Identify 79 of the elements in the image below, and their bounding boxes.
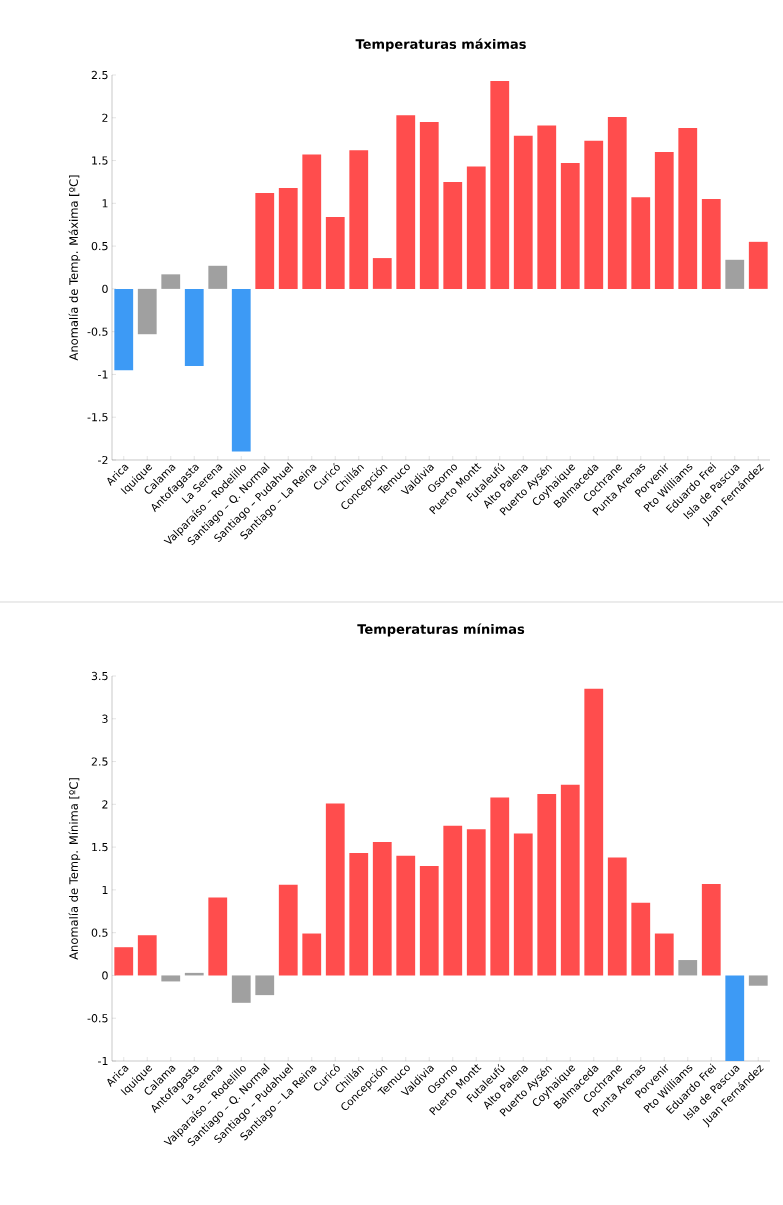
bar [255, 975, 275, 996]
y-tick-label: -1.5 [87, 413, 108, 422]
y-tick-label: -1 [98, 370, 108, 379]
bar [208, 265, 228, 289]
bar [560, 163, 580, 289]
bar [325, 217, 345, 289]
bar [419, 865, 439, 976]
chart-title: Temperaturas máximas [355, 38, 526, 52]
y-tick-label: 3.5 [91, 671, 108, 681]
bar [137, 288, 157, 335]
y-tick-label: -2 [98, 455, 108, 465]
bar [513, 135, 533, 289]
y-tick-label: 0.5 [91, 928, 108, 937]
y-tick-label: 0 [102, 971, 108, 980]
bar [678, 128, 698, 289]
bar [678, 960, 698, 976]
bar [654, 151, 674, 289]
bar [560, 784, 580, 976]
bar [748, 241, 768, 289]
bar [161, 274, 181, 289]
bar [466, 166, 486, 289]
bar [278, 884, 298, 976]
bar [114, 947, 134, 976]
bar [137, 935, 157, 976]
bar [278, 187, 298, 289]
bar [584, 688, 604, 976]
bar [537, 794, 557, 976]
y-tick-label: 1 [102, 885, 108, 894]
bar [255, 193, 275, 289]
bar [161, 975, 181, 982]
bar [748, 975, 768, 986]
y-tick-label: 1 [102, 199, 108, 208]
bar [607, 857, 627, 976]
y-tick-label: 2 [102, 800, 108, 809]
bar [231, 975, 251, 1003]
y-tick-label: 3 [102, 714, 108, 723]
bar [114, 288, 134, 371]
y-tick-label: 0.5 [91, 241, 108, 251]
y-tick-label: 2.5 [91, 70, 108, 80]
bar [725, 259, 745, 289]
bar [372, 258, 392, 289]
bar [701, 199, 721, 289]
bar [466, 829, 486, 976]
bar [584, 140, 604, 289]
bar [231, 288, 251, 452]
bar [701, 883, 721, 976]
bar [443, 825, 463, 976]
bar [396, 855, 416, 976]
y-axis-title: Anomalía de Temp. Mínima [ºC] [68, 778, 81, 960]
y-tick-label: -0.5 [87, 1014, 108, 1023]
bar [302, 933, 322, 976]
y-tick-label: 2 [102, 113, 108, 122]
y-tick-label: 2.5 [91, 757, 108, 766]
bar [208, 897, 228, 976]
bar [396, 115, 416, 289]
y-tick-label: 1.5 [92, 156, 108, 165]
y-tick-label: 1.5 [92, 843, 108, 852]
bar [490, 797, 510, 976]
bar [325, 803, 345, 976]
bar [607, 116, 627, 289]
bar [631, 197, 651, 289]
bar [184, 288, 204, 366]
bar [725, 975, 745, 1061]
bar [513, 833, 533, 976]
bar [443, 181, 463, 289]
bar [372, 841, 392, 976]
y-tick-label: 0 [102, 284, 108, 294]
bar [419, 122, 439, 289]
bar [631, 902, 651, 976]
y-tick-label: -0.5 [87, 327, 108, 336]
chart-title: Temperaturas mínimas [357, 623, 525, 637]
bar [349, 853, 369, 976]
bar [654, 933, 674, 976]
bar [537, 125, 557, 289]
bar [349, 150, 369, 289]
y-axis-title: Anomalía de Temp. Máxima [ºC] [68, 175, 81, 361]
bar [490, 80, 510, 289]
y-tick-label: -1 [98, 1056, 108, 1066]
bar [302, 154, 322, 289]
